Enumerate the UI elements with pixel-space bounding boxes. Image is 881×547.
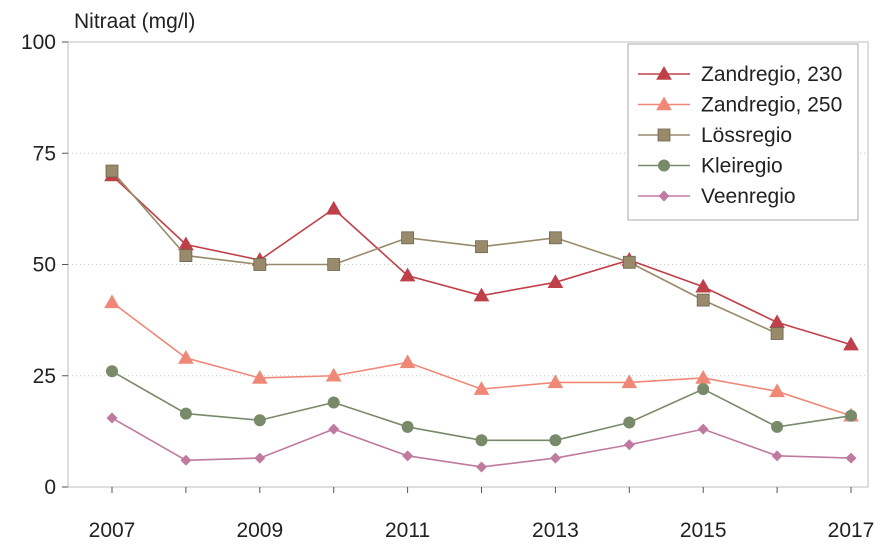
data-point: [549, 452, 561, 464]
data-point: [623, 416, 636, 429]
data-point: [401, 231, 415, 245]
data-point: [180, 454, 192, 466]
legend-marker: [656, 96, 672, 111]
legend-label: Zandregio, 230: [701, 63, 842, 86]
legend-marker: [657, 128, 671, 142]
series-line: [111, 170, 778, 335]
data-point: [325, 200, 342, 215]
x-tick-label: 2009: [236, 519, 283, 542]
data-point: [623, 439, 635, 451]
x-tick-label: 2007: [89, 519, 136, 542]
x-tick-label: 2011: [385, 519, 430, 542]
data-point: [473, 381, 490, 395]
series-1: [104, 294, 859, 422]
data-point: [771, 420, 784, 433]
data-point: [549, 434, 562, 447]
legend: Zandregio, 230 Zandregio, 250 Lössregio Kle…: [627, 43, 859, 221]
series-line: [111, 301, 852, 417]
data-point: [843, 336, 859, 351]
data-point: [770, 327, 784, 340]
data-point: [105, 164, 119, 178]
data-point: [254, 452, 266, 464]
y-axis-title: Nitraat (mg/l): [74, 10, 196, 33]
data-point: [399, 267, 416, 282]
data-point: [475, 240, 488, 254]
data-point: [106, 365, 118, 378]
data-point: [697, 383, 710, 396]
data-point: [621, 374, 638, 389]
legend-marker: [658, 159, 670, 172]
data-point: [178, 349, 194, 364]
x-tick-label: 2015: [680, 519, 727, 542]
y-tick-label: 25: [33, 365, 56, 388]
data-point: [104, 294, 120, 309]
data-point: [769, 314, 785, 329]
y-tick-label: 50: [33, 254, 56, 277]
data-point: [325, 367, 342, 382]
data-point: [253, 414, 266, 427]
data-point: [473, 287, 490, 302]
data-point: [402, 450, 414, 462]
data-point: [253, 258, 267, 271]
legend-label: Zandregio, 250: [701, 94, 842, 117]
data-point: [547, 374, 564, 389]
data-point: [696, 293, 710, 307]
data-point: [622, 255, 636, 269]
data-point: [695, 278, 712, 293]
data-point: [771, 450, 783, 462]
data-point: [769, 383, 785, 398]
series-4: [106, 412, 857, 473]
data-point: [328, 423, 340, 435]
data-point: [845, 409, 857, 422]
series-3: [106, 365, 857, 447]
series-2: [105, 164, 784, 340]
y-tick-label: 0: [44, 476, 56, 499]
legend-label: Kleiregio: [701, 155, 783, 178]
data-point: [327, 258, 341, 271]
data-point: [251, 369, 268, 384]
data-point: [179, 249, 193, 263]
legend-label: Lössregio: [701, 124, 792, 147]
legend-marker: [656, 65, 672, 80]
data-point: [327, 396, 340, 409]
data-point: [399, 354, 416, 369]
data-point: [697, 423, 709, 435]
data-point: [179, 407, 192, 420]
data-point: [547, 274, 564, 289]
x-tick-label: 2013: [532, 519, 579, 542]
legend-label: Veenregio: [701, 185, 796, 208]
data-point: [401, 420, 414, 433]
data-point: [695, 369, 712, 384]
data-point: [845, 452, 857, 464]
data-point: [476, 461, 487, 473]
legend-marker: [658, 190, 670, 202]
data-point: [475, 434, 488, 447]
y-tick-label: 100: [21, 31, 56, 54]
y-tick-label: 75: [33, 142, 56, 165]
x-tick-label: 2017: [828, 519, 875, 542]
data-point: [549, 231, 562, 245]
data-point: [106, 412, 118, 424]
